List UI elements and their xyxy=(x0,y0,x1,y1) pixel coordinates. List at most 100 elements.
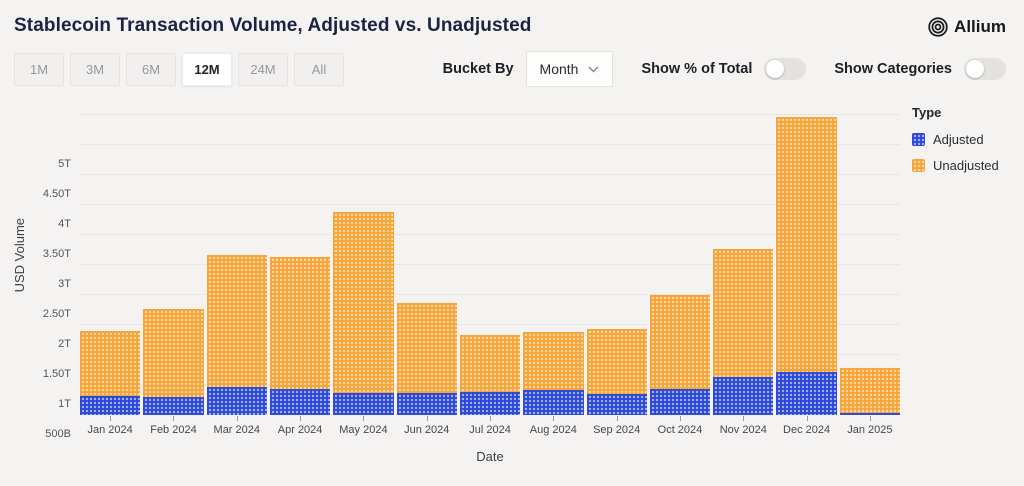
y-axis-tick-label: 4T xyxy=(58,218,71,230)
bucket-by-label: Bucket By xyxy=(442,61,514,77)
y-axis-tick-label: 3.50T xyxy=(42,248,71,260)
range-button-6m[interactable]: 6M xyxy=(126,52,176,86)
unadjusted-segment xyxy=(269,256,331,389)
adjusted-segment xyxy=(333,392,394,415)
adjusted-segment xyxy=(649,389,711,415)
bar-jan-2024[interactable] xyxy=(80,330,141,415)
gridline xyxy=(80,324,900,325)
unadjusted-segment xyxy=(586,329,647,394)
y-axis-tick-label: 3T xyxy=(58,278,71,290)
bar-jul-2024[interactable] xyxy=(459,334,521,415)
unadjusted-segment xyxy=(776,117,837,373)
unadjusted-segment xyxy=(80,330,141,396)
legend-label: Adjusted xyxy=(933,132,984,147)
controls-row: 1M 3M 6M 12M 24M All Bucket By Month Sho… xyxy=(14,51,1006,87)
x-axis-tick-label: Jun 2024 xyxy=(397,416,457,436)
bar-apr-2024[interactable] xyxy=(269,256,331,415)
y-axis-tick-label: 2T xyxy=(58,338,71,350)
bar-jun-2024[interactable] xyxy=(396,302,457,415)
brand: Allium xyxy=(927,16,1006,38)
allium-logo-icon xyxy=(927,16,949,38)
header: Stablecoin Transaction Volume, Adjusted … xyxy=(0,0,1024,38)
x-axis-title: Date xyxy=(476,449,504,464)
adjusted-segment xyxy=(143,397,204,415)
bucket-by-value: Month xyxy=(539,61,579,77)
plot xyxy=(80,103,901,415)
adjusted-swatch-icon xyxy=(912,133,925,146)
range-button-12m[interactable]: 12M xyxy=(182,52,232,86)
bar-oct-2024[interactable] xyxy=(649,294,711,415)
show-categories-toggle[interactable] xyxy=(964,58,1006,80)
y-axis-tick-label: 5T xyxy=(58,158,71,170)
unadjusted-segment xyxy=(143,309,204,397)
legend: Type Adjusted Unadjusted xyxy=(900,103,1018,464)
y-axis-tick-label: 2.50T xyxy=(42,308,71,320)
show-percent-label: Show % of Total xyxy=(641,61,753,77)
unadjusted-segment xyxy=(333,211,394,393)
x-axis-tick-label: Jan 2024 xyxy=(80,416,140,436)
x-axis-tick-label: Jul 2024 xyxy=(460,416,520,436)
y-axis-tick-label: 1.50T xyxy=(42,368,71,380)
gridline xyxy=(80,234,900,235)
adjusted-segment xyxy=(269,388,331,415)
unadjusted-segment xyxy=(649,294,711,390)
unadjusted-segment xyxy=(839,368,901,414)
y-axis-ticks: 5T 4.50T 4T 3.50T 3T 2.50T 2T 1.50T 1T 500B xyxy=(32,103,80,464)
bar-jan-2025[interactable] xyxy=(839,368,901,415)
adjusted-segment xyxy=(80,395,141,415)
y-axis-tick-label: 500B xyxy=(45,428,71,440)
bucket-by-select[interactable]: Month xyxy=(525,51,614,87)
page-title: Stablecoin Transaction Volume, Adjusted … xyxy=(14,15,532,36)
adjusted-segment xyxy=(396,393,457,415)
x-axis-tick-label: Nov 2024 xyxy=(713,416,773,436)
show-percent-group: Show % of Total xyxy=(641,58,807,80)
brand-name: Allium xyxy=(954,17,1006,36)
x-axis-tick-label: Oct 2024 xyxy=(650,416,710,436)
x-axis-tick-label: Aug 2024 xyxy=(523,416,583,436)
unadjusted-segment xyxy=(713,249,774,377)
legend-title: Type xyxy=(912,105,942,120)
bar-mar-2024[interactable] xyxy=(206,255,267,415)
x-axis-tick-label: Dec 2024 xyxy=(776,416,836,436)
x-axis-tick-label: Mar 2024 xyxy=(207,416,267,436)
gridline xyxy=(80,264,900,265)
bar-nov-2024[interactable] xyxy=(713,249,774,415)
bars xyxy=(80,103,901,415)
x-axis-tick-label: Sep 2024 xyxy=(587,416,647,436)
range-button-1m[interactable]: 1M xyxy=(14,52,64,86)
y-axis-tick-label: 4.50T xyxy=(42,188,71,200)
adjusted-segment xyxy=(459,391,521,415)
adjusted-segment xyxy=(523,389,584,415)
bar-dec-2024[interactable] xyxy=(776,117,837,415)
x-axis-ticks: Jan 2024 Feb 2024 Mar 2024 Apr 2024 May 2024… xyxy=(80,416,900,436)
adjusted-segment xyxy=(586,394,647,415)
adjusted-segment xyxy=(206,386,267,415)
bar-aug-2024[interactable] xyxy=(523,331,584,415)
legend-item-adjusted[interactable]: Adjusted xyxy=(912,132,1018,147)
gridline xyxy=(80,204,900,205)
adjusted-segment xyxy=(713,376,774,415)
range-button-3m[interactable]: 3M xyxy=(70,52,120,86)
legend-item-unadjusted[interactable]: Unadjusted xyxy=(912,158,1018,173)
gridline xyxy=(80,114,900,115)
chevron-down-icon xyxy=(588,60,599,78)
bar-feb-2024[interactable] xyxy=(143,309,204,415)
x-axis-tick-label: May 2024 xyxy=(333,416,393,436)
unadjusted-segment xyxy=(206,255,267,387)
unadjusted-segment xyxy=(523,331,584,390)
bar-sep-2024[interactable] xyxy=(586,329,647,415)
adjusted-segment xyxy=(776,372,837,415)
show-percent-toggle[interactable] xyxy=(764,58,807,80)
x-axis-tick-label: Feb 2024 xyxy=(143,416,203,436)
show-categories-label: Show Categories xyxy=(834,61,952,77)
bar-may-2024[interactable] xyxy=(333,211,394,415)
unadjusted-segment xyxy=(459,334,521,392)
range-button-24m[interactable]: 24M xyxy=(238,52,288,86)
y-axis-tick-label: 1T xyxy=(58,398,71,410)
x-axis-tick-label: Jan 2025 xyxy=(840,416,900,436)
toggle-knob xyxy=(966,60,984,78)
range-button-all[interactable]: All xyxy=(294,52,344,86)
unadjusted-segment xyxy=(396,302,457,394)
show-categories-group: Show Categories xyxy=(834,58,1006,80)
